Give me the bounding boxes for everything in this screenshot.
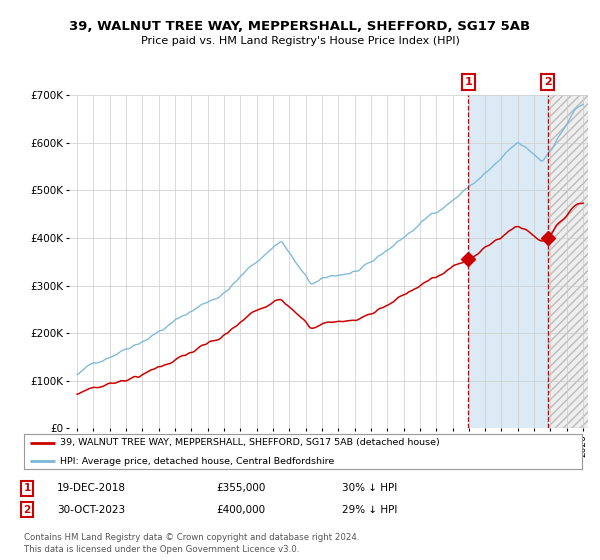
Bar <box>548 95 599 428</box>
Bar <box>468 95 548 428</box>
Text: HPI: Average price, detached house, Central Bedfordshire: HPI: Average price, detached house, Cent… <box>60 456 335 465</box>
Text: 1: 1 <box>464 77 472 87</box>
Text: Price paid vs. HM Land Registry's House Price Index (HPI): Price paid vs. HM Land Registry's House … <box>140 36 460 46</box>
Text: 1: 1 <box>23 483 31 493</box>
Text: 2: 2 <box>23 505 31 515</box>
Text: Contains HM Land Registry data © Crown copyright and database right 2024.
This d: Contains HM Land Registry data © Crown c… <box>24 533 359 554</box>
Text: 30% ↓ HPI: 30% ↓ HPI <box>342 483 397 493</box>
Text: 2: 2 <box>544 77 551 87</box>
Text: 19-DEC-2018: 19-DEC-2018 <box>57 483 126 493</box>
Text: 30-OCT-2023: 30-OCT-2023 <box>57 505 125 515</box>
Text: £355,000: £355,000 <box>216 483 265 493</box>
Text: 29% ↓ HPI: 29% ↓ HPI <box>342 505 397 515</box>
Text: 39, WALNUT TREE WAY, MEPPERSHALL, SHEFFORD, SG17 5AB (detached house): 39, WALNUT TREE WAY, MEPPERSHALL, SHEFFO… <box>60 438 440 447</box>
Text: £400,000: £400,000 <box>216 505 265 515</box>
Text: 39, WALNUT TREE WAY, MEPPERSHALL, SHEFFORD, SG17 5AB: 39, WALNUT TREE WAY, MEPPERSHALL, SHEFFO… <box>70 20 530 32</box>
